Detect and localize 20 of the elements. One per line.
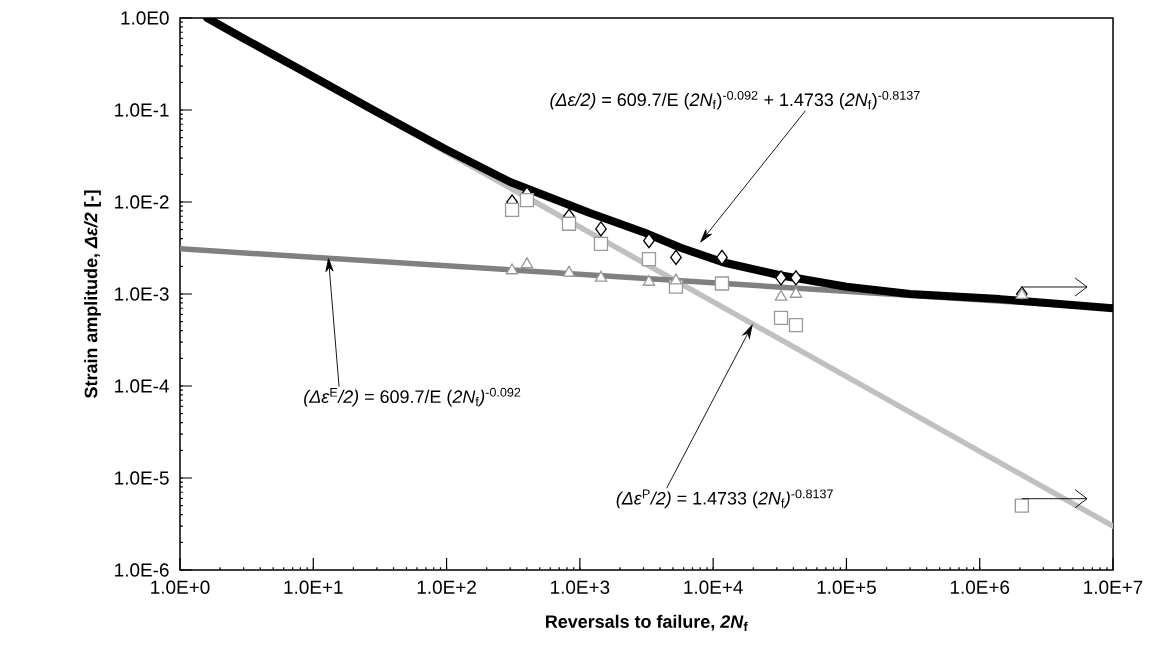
- x-tick-label: 1.0E+7: [1084, 580, 1143, 594]
- x-tick-label: 1.0E+1: [284, 580, 343, 594]
- y-tick-label: 1.0E-4: [115, 379, 169, 393]
- y-tick-label: 1.0E-1: [115, 103, 169, 117]
- annotation: (Δε$^{P}$/2) = 1.4733 (2N$_{f}$)$^{-0.8137}$: [616, 489, 833, 509]
- y-tick-label: 1.0E-6: [115, 563, 169, 577]
- x-tick-label: 1.0E+4: [684, 580, 743, 594]
- x-tick-label: 1.0E+5: [817, 580, 876, 594]
- y-axis-title: Strain amplitude, Δε/2 [-]: [84, 190, 101, 398]
- y-tick-label: 1.0E-5: [115, 471, 169, 485]
- y-tick-label: 1.0E-3: [115, 287, 169, 301]
- x-tick-label: 1.0E+0: [151, 580, 210, 594]
- x-tick-label: 1.0E+2: [417, 580, 476, 594]
- x-axis-title: Reversals to failure, 2N$_{f}$: [546, 614, 748, 631]
- text: (Δε/2) = 609.7/E (2N$_{f}$)$^{-0.092}$ + 1.4733 (2N$_{f}$)$^{-0.8137}$: [550, 90, 920, 110]
- x-tick-label: 1.0E+6: [950, 580, 1010, 594]
- x-tick-label: 1.0E+3: [551, 580, 610, 594]
- annotation: (Δε$^{E}$/2) = 609.7/E (2N$_{f}$)$^{-0.092}$: [304, 387, 521, 407]
- y-tick-label: 1.0E-2: [115, 195, 169, 209]
- y-tick-label: 1.0E0: [121, 11, 169, 25]
